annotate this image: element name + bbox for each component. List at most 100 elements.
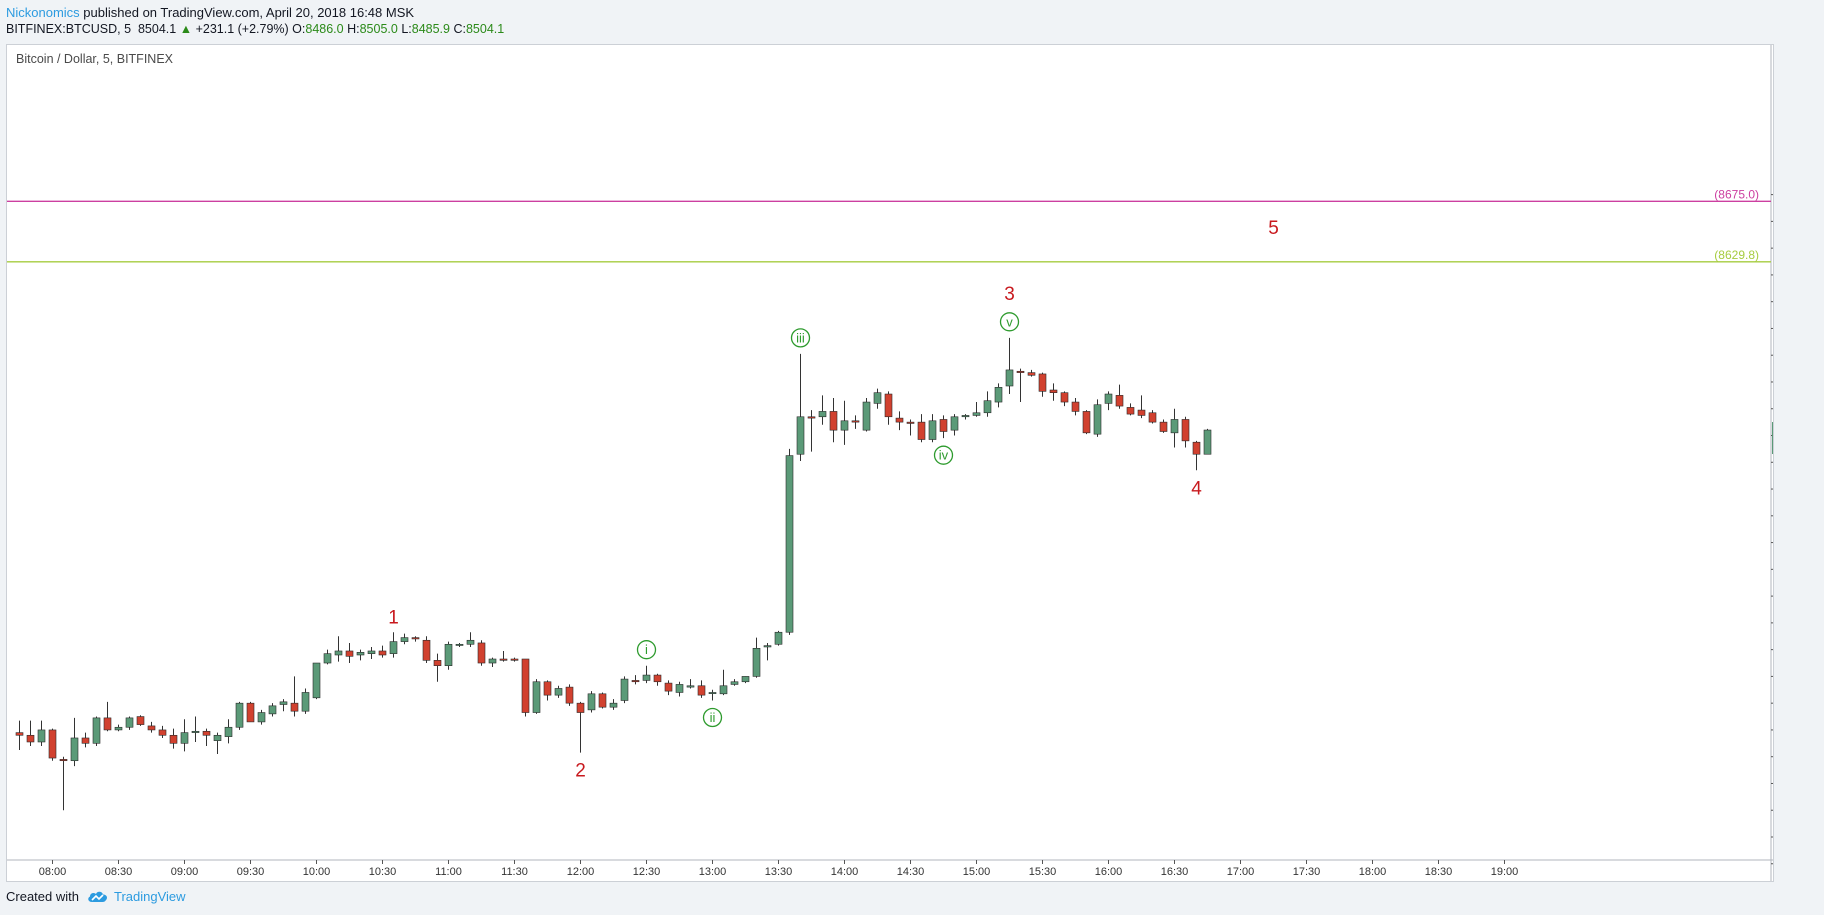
candle: [400, 633, 409, 645]
low-value: 8485.9: [411, 22, 450, 36]
candle: [59, 756, 68, 811]
footer: Created with TradingView: [6, 888, 186, 906]
candle: [1016, 368, 1025, 403]
price-level-label: (8675.0): [1714, 187, 1759, 201]
candle-body: [1038, 373, 1047, 392]
candle-body: [246, 702, 255, 723]
author-link[interactable]: Nickonomics: [6, 5, 80, 20]
candle: [92, 716, 101, 746]
wave-label: iii: [790, 328, 811, 348]
candle-body: [774, 631, 783, 645]
candle-body: [70, 737, 79, 762]
candle: [103, 701, 112, 732]
candle: [928, 414, 937, 443]
candle: [1148, 410, 1157, 424]
high-label: H:: [347, 22, 360, 36]
candle-body: [81, 737, 90, 744]
up-triangle-icon: ▲: [179, 22, 193, 36]
candlestick-chart[interactable]: Bitcoin / Dollar, 5, BITFINEX (8675.0) (8…: [7, 45, 1773, 881]
candle: [587, 691, 596, 713]
x-tick-label: 12:00: [567, 866, 595, 878]
candle: [1192, 440, 1201, 471]
tradingview-cloud-icon: [88, 891, 107, 902]
candle-body: [202, 730, 211, 736]
candle: [378, 645, 387, 658]
candle-body: [191, 730, 200, 733]
wave-label: iv: [933, 445, 954, 465]
candle-body: [1093, 404, 1102, 435]
x-tick-label: 11:00: [435, 866, 462, 878]
candle-body: [1203, 429, 1212, 455]
candle-body: [1082, 411, 1091, 434]
close-value: 8504.1: [465, 22, 505, 36]
candle: [477, 640, 486, 666]
tradingview-brand: TradingView: [113, 889, 186, 904]
candle-body: [675, 684, 684, 693]
candle: [532, 679, 541, 714]
candle-body: [1049, 389, 1058, 393]
candle-body: [136, 716, 145, 725]
candle: [598, 692, 607, 709]
candle-body: [983, 400, 992, 414]
candle: [939, 415, 948, 439]
chart-title: Bitcoin / Dollar, 5, BITFINEX: [16, 52, 174, 66]
wave-label: 3: [1004, 284, 1015, 305]
candle-body: [15, 732, 24, 736]
x-tick-label: 16:30: [1161, 866, 1189, 878]
tradingview-logo[interactable]: TradingView: [87, 888, 186, 906]
candle: [708, 689, 717, 701]
candle: [411, 636, 420, 642]
candle-body: [1005, 369, 1014, 387]
candle-body: [565, 686, 574, 704]
high-value: 8505.0: [359, 22, 398, 36]
candle: [202, 728, 211, 746]
candle-body: [719, 685, 728, 695]
candle-body: [257, 712, 266, 723]
candle: [312, 662, 321, 700]
candle-body: [466, 639, 475, 645]
candle: [1181, 416, 1190, 448]
candle-body: [433, 660, 442, 666]
candle-body: [840, 420, 849, 431]
candle-body: [48, 729, 57, 759]
candle-body: [499, 658, 508, 661]
candle: [345, 642, 354, 664]
candle-body: [895, 417, 904, 423]
candle-body: [521, 658, 530, 713]
candle: [213, 732, 222, 755]
x-tick-label: 16:00: [1095, 866, 1123, 878]
symbol-name: BITFINEX:BTCUSD, 5: [6, 22, 132, 36]
candle-body: [158, 729, 167, 736]
candle: [81, 732, 90, 748]
candle: [675, 681, 684, 697]
x-tick-label: 14:00: [831, 866, 859, 878]
candle: [246, 701, 255, 723]
candle-body: [741, 676, 750, 683]
x-tick-label: 17:30: [1293, 866, 1321, 878]
candle-body: [224, 726, 233, 737]
candle-body: [972, 412, 981, 416]
candle-body: [851, 420, 860, 423]
candle: [719, 669, 728, 696]
wave-label-text: i: [645, 642, 648, 657]
candle: [631, 675, 640, 685]
chart-panel[interactable]: Bitcoin / Dollar, 5, BITFINEX (8675.0) (8…: [6, 44, 1774, 882]
candle-body: [114, 726, 123, 731]
candle: [961, 414, 970, 420]
wave-label-circle: [636, 640, 657, 660]
candle-body: [1126, 407, 1135, 415]
candle: [1170, 408, 1179, 448]
candle: [576, 701, 585, 753]
candle: [169, 728, 178, 749]
candle: [796, 353, 805, 461]
candle-body: [1181, 419, 1190, 442]
low-label: L:: [401, 22, 412, 36]
candle: [906, 419, 915, 436]
candle-body: [873, 392, 882, 404]
candle: [1115, 384, 1124, 409]
candle-body: [389, 641, 398, 654]
candle: [1005, 337, 1014, 395]
candle-body: [180, 732, 189, 744]
candle: [1027, 369, 1036, 377]
candle-body: [620, 678, 629, 701]
